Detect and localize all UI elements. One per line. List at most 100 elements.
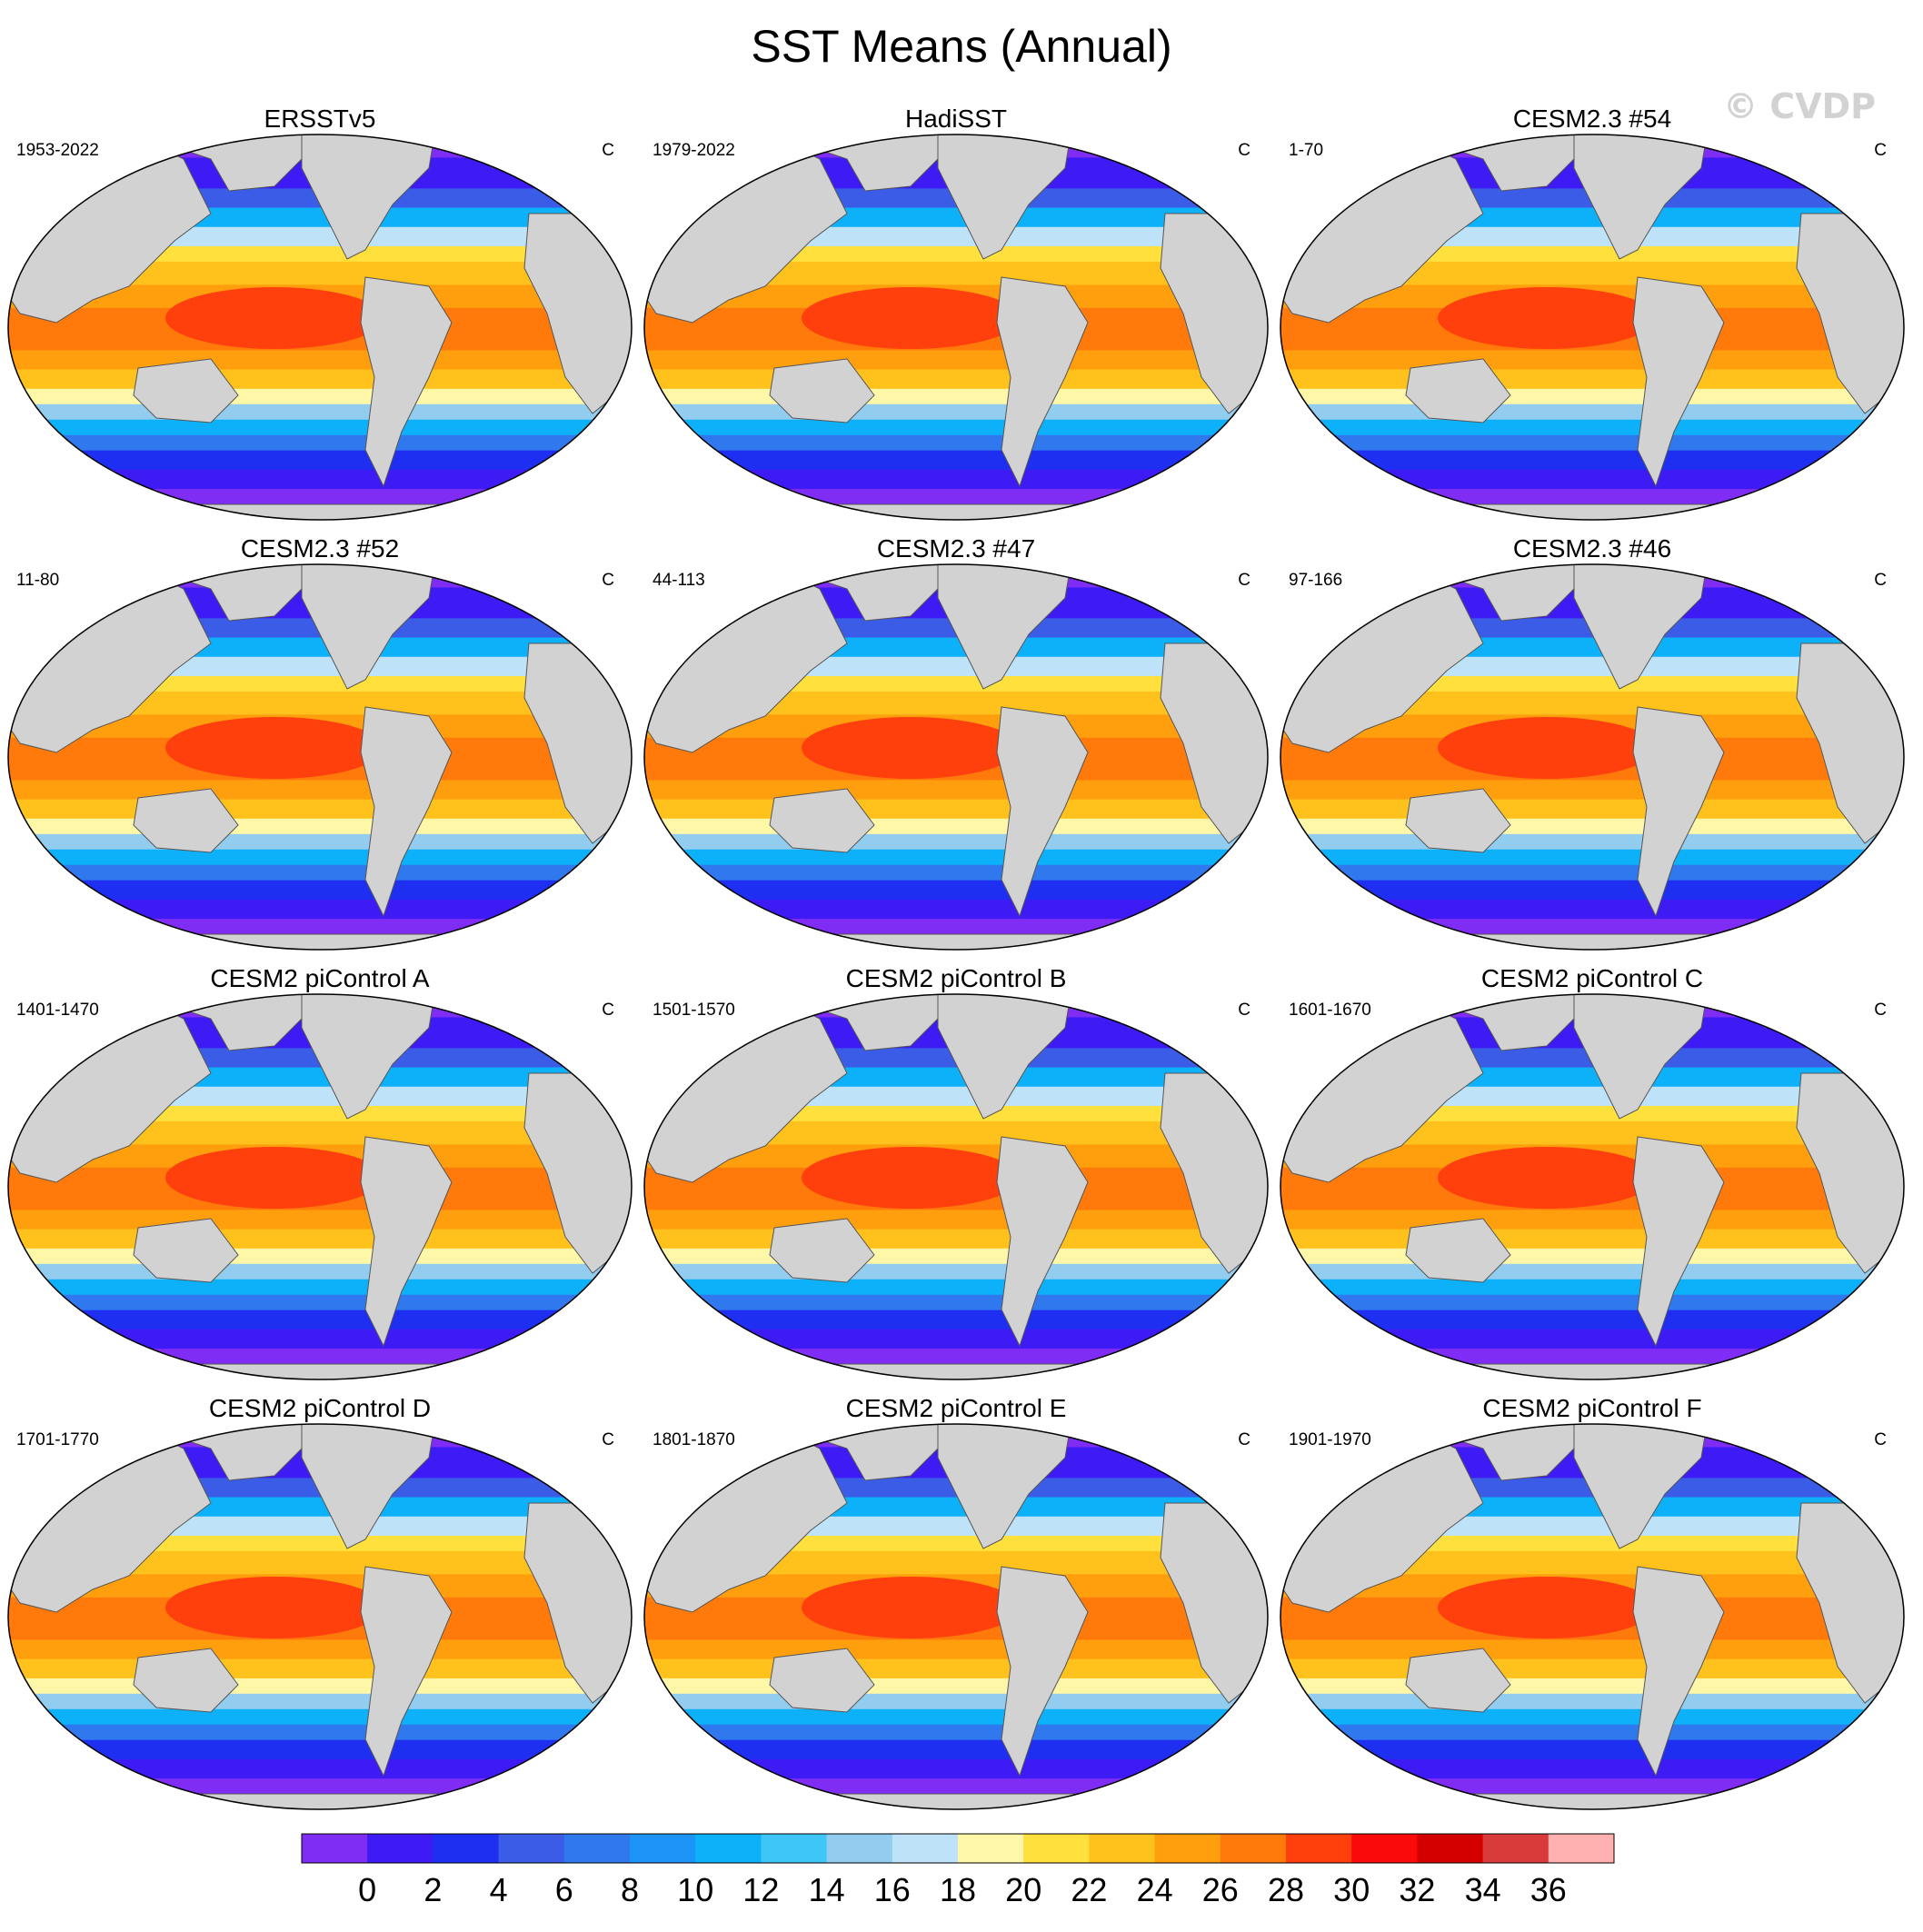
panel-title: CESM2 piControl F: [1482, 1394, 1702, 1422]
colorbar-swatch: [498, 1834, 565, 1863]
panel-period: 1401-1470: [16, 1001, 99, 1020]
colorbar-tick-label: 34: [1465, 1871, 1501, 1908]
land-mass: [769, 788, 875, 853]
sst-band: [8, 849, 632, 866]
land-mass: [360, 1136, 453, 1348]
colorbar-tick-label: 2: [423, 1871, 442, 1908]
map-svg: [643, 563, 1269, 951]
colorbar-frame: [301, 1833, 1615, 1864]
panel-units: C: [1238, 1430, 1250, 1449]
map-border: [643, 563, 1269, 951]
land-mass: [1573, 994, 1711, 1120]
sst-band: [1280, 1724, 1904, 1741]
colorbar-tick-label: 32: [1399, 1871, 1435, 1908]
map-svg: [1280, 563, 1905, 951]
map-svg: [7, 1423, 633, 1810]
map-panel: HadiSST 1979-2022 C: [638, 105, 1274, 532]
map-panel: CESM2.3 #47 44-113 C: [638, 534, 1274, 961]
map-panel: CESM2 piControl A 1401-1470 C: [2, 964, 638, 1391]
colorbar-swatch: [1351, 1834, 1418, 1863]
land-mass: [301, 564, 439, 690]
map-panel: CESM2 piControl D 1701-1770 C: [2, 1394, 638, 1821]
panel-title: CESM2 piControl E: [845, 1394, 1067, 1422]
panel-units: C: [1238, 571, 1250, 590]
sst-band: [644, 434, 1268, 452]
warm-pool: [1438, 1147, 1656, 1209]
panel-title: CESM2 piControl B: [845, 964, 1067, 992]
sst-band: [644, 849, 1268, 866]
panel-period: 1953-2022: [16, 141, 99, 160]
colorbar-tick-label: 8: [621, 1871, 639, 1908]
map-border: [1280, 993, 1905, 1380]
sst-band: [644, 1294, 1268, 1311]
colorbar-tick-label: 16: [874, 1871, 911, 1908]
sst-band: [8, 864, 632, 881]
land-mass: [1373, 134, 1584, 192]
sst-band: [1280, 1294, 1904, 1311]
sst-band: [1280, 1310, 1904, 1330]
map-panel: CESM2.3 #54 1-70 C: [1274, 105, 1910, 532]
sst-band: [644, 450, 1268, 471]
sst-band: [644, 1739, 1268, 1760]
sst-band: [8, 1758, 632, 1780]
land-mass: [301, 1424, 439, 1549]
map-svg: [7, 563, 633, 951]
land-mass: [1632, 276, 1725, 488]
sst-band: [1280, 1329, 1904, 1350]
colorbar-swatch: [1154, 1834, 1221, 1863]
sst-band: [8, 419, 632, 436]
cvdp-watermark: © CVDP: [1723, 86, 1876, 126]
land-mass: [937, 134, 1075, 260]
sst-band: [8, 1724, 632, 1741]
panel-units: C: [1238, 141, 1250, 160]
warm-pool: [165, 1577, 384, 1638]
colorbar-swatch: [761, 1834, 828, 1863]
land-mass: [1405, 1218, 1511, 1283]
sst-band: [644, 1279, 1268, 1296]
map-svg: [643, 134, 1269, 521]
panel-period: 1901-1970: [1289, 1430, 1371, 1449]
warm-pool: [1438, 717, 1656, 779]
land-mass: [937, 1424, 1075, 1549]
panel-period: 1-70: [1289, 141, 1324, 160]
colorbar-swatch: [958, 1834, 1024, 1863]
panel-period: 1979-2022: [653, 141, 735, 160]
panel-title: CESM2.3 #47: [876, 534, 1036, 563]
panel-title: CESM2 piControl C: [1480, 964, 1704, 992]
map-svg: [643, 993, 1269, 1380]
panel-title: CESM2.3 #46: [1512, 534, 1672, 563]
map-border: [1280, 1423, 1905, 1810]
sst-band: [8, 469, 632, 491]
land-mass: [101, 1424, 312, 1481]
colorbar-swatch: [1417, 1834, 1484, 1863]
sst-band: [8, 1310, 632, 1330]
colorbar-tick-label: 0: [358, 1871, 376, 1908]
map-border: [7, 993, 633, 1380]
sst-band: [8, 450, 632, 471]
land-mass: [769, 1218, 875, 1283]
panel-title: CESM2 piControl D: [208, 1394, 432, 1422]
land-mass: [133, 1648, 239, 1713]
colorbar-tick-label: 28: [1268, 1871, 1304, 1908]
sst-band: [1280, 880, 1904, 901]
land-mass: [737, 564, 948, 622]
colorbar-tick-label: 6: [555, 1871, 573, 1908]
panel-units: C: [602, 571, 614, 590]
map-panel: CESM2 piControl F 1901-1970 C: [1274, 1394, 1910, 1821]
land-mass: [1373, 1424, 1584, 1481]
map-border: [643, 134, 1269, 521]
sst-band: [644, 1724, 1268, 1741]
land-mass: [1373, 564, 1584, 622]
land-mass: [769, 358, 875, 423]
warm-pool: [165, 287, 384, 349]
sst-band: [644, 880, 1268, 901]
panel-period: 11-80: [16, 571, 60, 590]
land-mass: [769, 1648, 875, 1713]
land-mass: [737, 994, 948, 1051]
colorbar-tick-label: 22: [1071, 1871, 1107, 1908]
land-mass: [101, 564, 312, 622]
sst-band: [644, 1310, 1268, 1330]
warm-pool: [802, 1577, 1020, 1638]
colorbar-swatch: [892, 1834, 959, 1863]
